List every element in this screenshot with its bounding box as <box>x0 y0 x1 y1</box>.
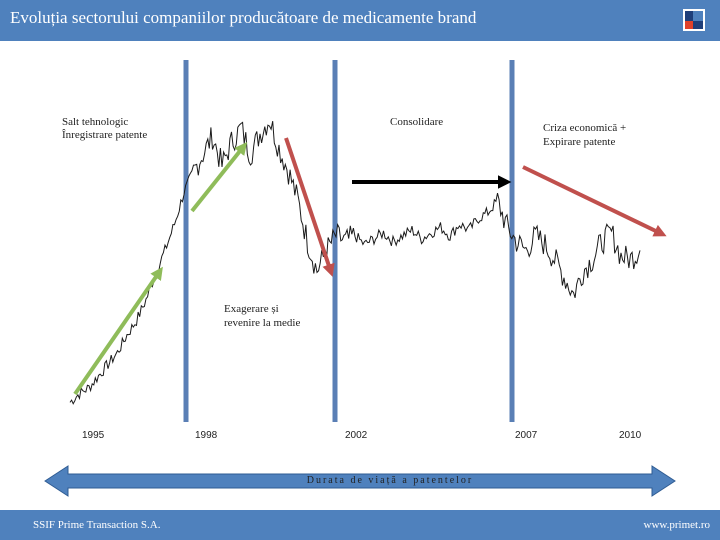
series-line <box>69 121 641 405</box>
crisis-label-line1: Criza economică + <box>543 122 626 134</box>
company-logo-icon <box>683 9 705 31</box>
phase1-label-line1: Salt tehnologic <box>62 116 128 128</box>
tick-label-2007: 2007 <box>515 430 538 441</box>
tick-label-2002: 2002 <box>345 430 368 441</box>
hype-label-line2: revenire la medie <box>224 317 300 329</box>
tick-label-2010: 2010 <box>619 430 642 441</box>
footer-website[interactable]: www.primet.ro <box>643 519 711 531</box>
green-arrow-2 <box>190 142 248 213</box>
tick-label-1998: 1998 <box>195 430 218 441</box>
tick-label-1995: 1995 <box>82 430 105 441</box>
crisis-label-line2: Expirare patente <box>543 136 615 148</box>
pharma-cycle-chart: Salt tehnologic Înregistrare patente Con… <box>44 60 676 497</box>
hype-label-line1: Exagerare și <box>224 303 279 315</box>
consolidation-label: Consolidare <box>390 116 443 128</box>
phase1-label-line2: Înregistrare patente <box>62 129 147 141</box>
footer-bar: SSIF Prime Transaction S.A. www.primet.r… <box>0 510 720 540</box>
green-arrow-1 <box>73 266 163 396</box>
slide-title: Evoluția sectorului companiilor producăt… <box>10 8 477 27</box>
header-bar: Evoluția sectorului companiilor producăt… <box>0 0 720 41</box>
red-arrow-2 <box>522 165 667 237</box>
lifespan-label: Durata de viață a patentelor <box>307 475 474 486</box>
lifespan-double-arrow <box>44 465 676 497</box>
footer-company: SSIF Prime Transaction S.A. <box>33 519 161 531</box>
red-arrow-1 <box>284 137 335 277</box>
